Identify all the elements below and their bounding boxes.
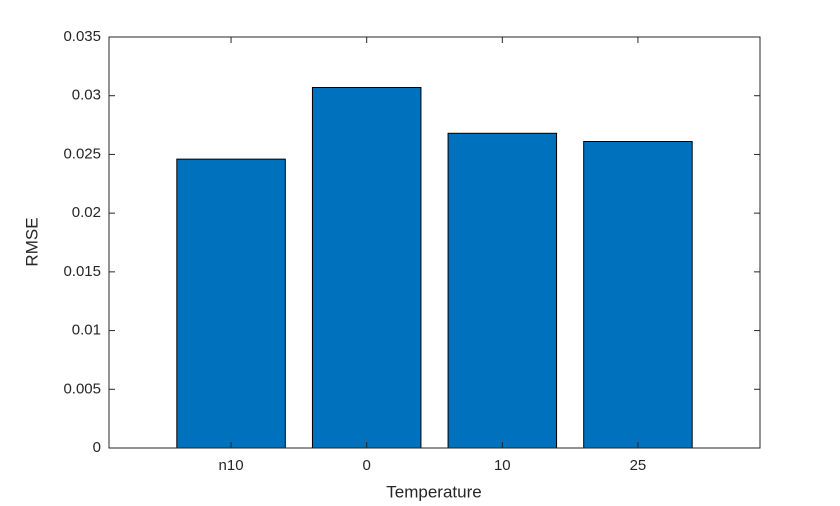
- bar: [176, 158, 286, 449]
- y-tick-label: 0.01: [72, 322, 101, 339]
- bar: [311, 86, 422, 449]
- x-tick-label: 10: [494, 457, 511, 474]
- x-tick-label: 25: [630, 457, 647, 474]
- bar: [447, 132, 558, 449]
- bar: [583, 141, 693, 449]
- y-tick-label: 0.03: [72, 87, 101, 104]
- y-tick-label: 0.025: [63, 145, 101, 162]
- y-tick-label: 0.005: [63, 380, 101, 397]
- y-tick-label: 0: [93, 439, 101, 456]
- axes-box: [108, 36, 761, 449]
- y-tick-label: 0.035: [63, 28, 101, 45]
- x-tick-label: 0: [363, 457, 371, 474]
- y-tick-label: 0.02: [72, 204, 101, 221]
- x-tick-label: n10: [219, 457, 244, 474]
- y-axis-title: RMSE: [22, 217, 41, 266]
- y-tick-label: 0.015: [63, 263, 101, 280]
- x-axis-title: Temperature: [386, 482, 481, 501]
